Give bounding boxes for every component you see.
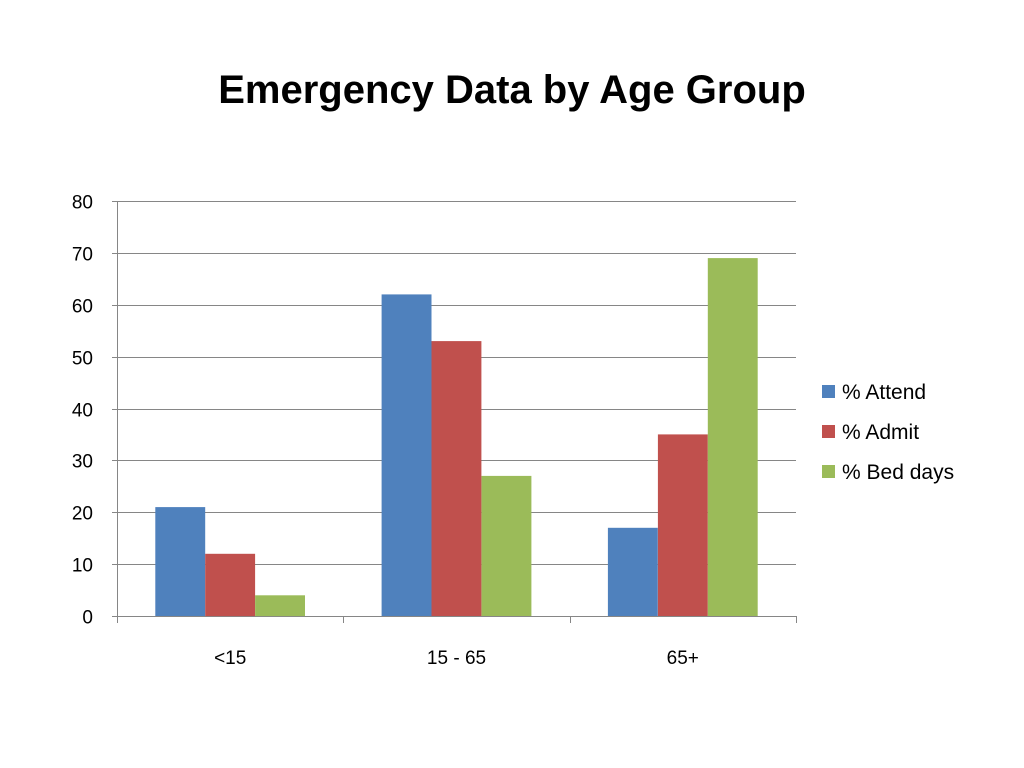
bars [155, 258, 758, 617]
bar-bed-days [707, 258, 758, 616]
legend-label: % Admit [842, 421, 919, 444]
y-tick-label: 80 [72, 193, 93, 214]
x-tick-label: 65+ [667, 648, 699, 669]
y-tick-label: 70 [72, 245, 93, 266]
y-tick-label: 60 [72, 297, 93, 318]
x-tick-label: <15 [214, 648, 246, 669]
bar-admit [431, 341, 482, 616]
y-tick-label: 10 [72, 556, 93, 577]
bar-attend [381, 294, 432, 616]
chart-title: Emergency Data by Age Group [218, 68, 806, 112]
bar-admit [205, 553, 256, 617]
legend-swatch [822, 385, 835, 398]
y-tick-label: 0 [82, 608, 93, 629]
tick-labels: 0 10 20 30 40 50 60 70 80 <15 15 - 65 65+ [72, 193, 699, 670]
y-tick-label: 40 [72, 401, 93, 422]
bar-bed-days [481, 475, 532, 616]
axes [112, 201, 797, 623]
legend-swatch [822, 465, 835, 478]
y-tick-label: 30 [72, 452, 93, 473]
x-tick-label: 15 - 65 [427, 648, 486, 669]
legend: % Attend % Admit % Bed days [822, 381, 954, 484]
legend-swatch [822, 425, 835, 438]
y-tick-label: 20 [72, 504, 93, 525]
legend-label: % Bed days [842, 461, 954, 484]
bar-bed-days [255, 595, 305, 617]
bar-attend [607, 527, 658, 616]
bar-attend [155, 507, 206, 616]
legend-label: % Attend [842, 381, 926, 404]
bar-admit [657, 434, 708, 616]
y-tick-label: 50 [72, 349, 93, 370]
